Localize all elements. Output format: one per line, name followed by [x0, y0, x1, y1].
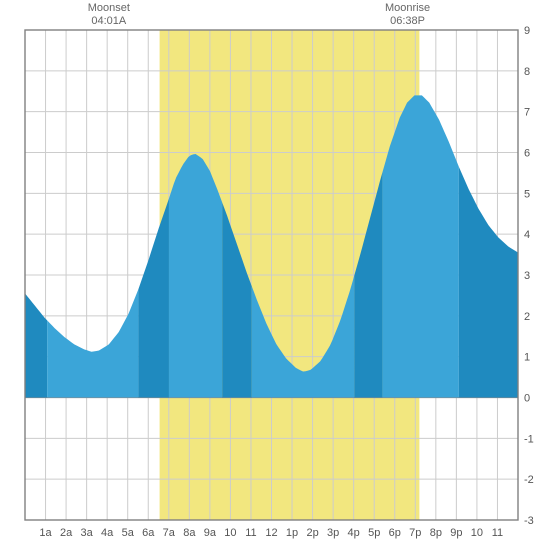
x-tick-label: 9p: [450, 527, 462, 539]
x-tick-label: 3a: [81, 527, 94, 539]
x-tick-label: 9a: [204, 527, 217, 539]
x-tick-label: 8p: [430, 527, 442, 539]
annotation-value: 06:38P: [368, 15, 448, 28]
y-tick-label: 3: [524, 270, 530, 282]
y-tick-label: -3: [524, 515, 534, 527]
x-tick-label: 4p: [348, 527, 360, 539]
x-tick-label: 11: [245, 527, 256, 539]
chart-svg: -3-2-101234567891a2a3a4a5a6a7a8a9a101112…: [0, 0, 550, 550]
y-tick-label: -1: [524, 433, 534, 445]
y-tick-label: 6: [524, 148, 530, 160]
x-tick-label: 6a: [142, 527, 155, 539]
y-tick-label: 7: [524, 107, 530, 119]
x-tick-label: 4a: [101, 527, 114, 539]
y-tick-label: 5: [524, 188, 530, 200]
x-tick-label: 10: [471, 527, 483, 539]
y-tick-label: 9: [524, 25, 530, 37]
moonset-annotation: Moonset04:01A: [69, 2, 149, 28]
x-tick-label: 7a: [163, 527, 176, 539]
tide-chart: -3-2-101234567891a2a3a4a5a6a7a8a9a101112…: [0, 0, 550, 550]
x-tick-label: 12: [265, 527, 277, 539]
x-tick-label: 5p: [368, 527, 380, 539]
x-tick-label: 10: [224, 527, 236, 539]
y-tick-label: 1: [524, 352, 530, 364]
x-tick-label: 7p: [409, 527, 421, 539]
y-tick-label: 8: [524, 66, 530, 78]
x-tick-label: 6p: [389, 527, 401, 539]
moonrise-annotation: Moonrise06:38P: [368, 2, 448, 28]
tide-area: [169, 154, 222, 397]
x-tick-label: 1a: [39, 527, 52, 539]
annotation-title: Moonset: [69, 2, 149, 15]
tide-area: [382, 95, 458, 397]
x-tick-label: 2p: [306, 527, 318, 539]
annotation-title: Moonrise: [368, 2, 448, 15]
annotation-value: 04:01A: [69, 15, 149, 28]
x-tick-label: 3p: [327, 527, 339, 539]
x-tick-label: 8a: [183, 527, 196, 539]
y-tick-label: 2: [524, 311, 530, 323]
x-tick-label: 1p: [286, 527, 298, 539]
y-tick-label: 0: [524, 393, 530, 405]
x-tick-label: 11: [492, 527, 503, 539]
y-tick-label: -2: [524, 474, 534, 486]
x-tick-label: 2a: [60, 527, 73, 539]
y-tick-label: 4: [524, 229, 530, 241]
x-tick-label: 5a: [122, 527, 135, 539]
